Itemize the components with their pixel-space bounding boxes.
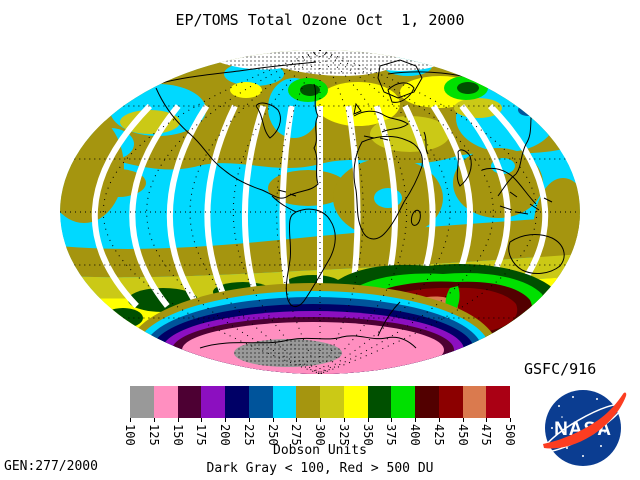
colorbar-tick	[391, 418, 393, 422]
colorbar-tick	[486, 418, 488, 422]
darkgreen-patch	[300, 84, 320, 96]
colorbar-tick	[415, 418, 416, 422]
graticule	[60, 50, 580, 374]
colorbar-cell	[367, 386, 392, 418]
longitude-line	[319, 50, 451, 374]
orbit-gap-stripe	[241, 105, 267, 307]
longitude-line	[319, 50, 407, 374]
colorbar-cell	[177, 386, 202, 418]
yellowgreen-patch	[370, 116, 450, 152]
colorbar-cell	[296, 386, 320, 418]
ozone-map	[60, 50, 580, 374]
darkgreen-patch	[103, 308, 143, 328]
darkgreen-patch	[457, 82, 479, 94]
range-note: Dark Gray < 100, Red > 500 DU	[206, 461, 434, 476]
longitude-line	[233, 50, 321, 374]
orbit-gap-stripe	[129, 104, 181, 308]
colorbar-tick	[225, 418, 226, 422]
olive-patch	[453, 148, 543, 218]
orbit-gap-stripe	[91, 103, 153, 309]
colorbar-tick	[130, 418, 131, 422]
colorbar-cell	[153, 386, 178, 418]
page-title: EP/TOMS Total Ozone Oct 1, 2000	[175, 11, 465, 29]
olive-patch	[268, 170, 348, 206]
blue-spot	[536, 60, 560, 72]
gsfc-label: GSFC/916	[524, 360, 597, 378]
nasa-swoosh-icon	[543, 392, 627, 449]
units-label: Dobson Units	[273, 443, 367, 458]
colorbar-cell	[438, 386, 463, 418]
hole-gray-stipple	[234, 339, 342, 367]
orbit-gap-stripe	[204, 104, 238, 308]
nasa-logo: NASA	[543, 390, 627, 466]
colorbar-tick	[272, 418, 274, 422]
colorbar-tick	[510, 418, 511, 422]
colorbar-cell	[201, 386, 225, 418]
colorbar-cell	[415, 386, 439, 418]
longitude-line	[319, 50, 537, 374]
gen-label: GEN:277/2000	[4, 459, 98, 474]
darkgreen-patch	[510, 87, 526, 97]
yellow-patch	[230, 82, 262, 98]
colorbar-cell	[391, 386, 415, 418]
colorbar-cell	[272, 386, 297, 418]
colorbar-tick	[462, 418, 464, 422]
colorbar-cell	[130, 386, 154, 418]
colorbar-tick	[177, 418, 179, 422]
colorbar-tick	[343, 418, 345, 422]
colorbar-tick	[153, 418, 155, 422]
colorbar-tick	[201, 418, 203, 422]
blue-spot	[518, 104, 538, 116]
colorbar-tick	[296, 418, 298, 422]
colorbar-cell	[462, 386, 487, 418]
colorbar-tick	[438, 418, 440, 422]
colorbar-cell	[248, 386, 273, 418]
colorbar: 100 125 150 175 200 225 250 275 300 325 350 375 400 4…	[123, 386, 517, 448]
orbit-gap-stripe	[166, 104, 210, 308]
longitude-line	[189, 50, 321, 374]
colorbar-cell	[343, 386, 368, 418]
colorbar-cells	[130, 386, 510, 418]
colorbar-cell	[320, 386, 344, 418]
colorbar-tick	[248, 418, 250, 422]
colorbar-cell	[225, 386, 249, 418]
colorbar-tick	[320, 418, 321, 422]
longitude-line	[103, 50, 321, 374]
colorbar-tick	[367, 418, 369, 422]
colorbar-cell	[486, 386, 510, 418]
